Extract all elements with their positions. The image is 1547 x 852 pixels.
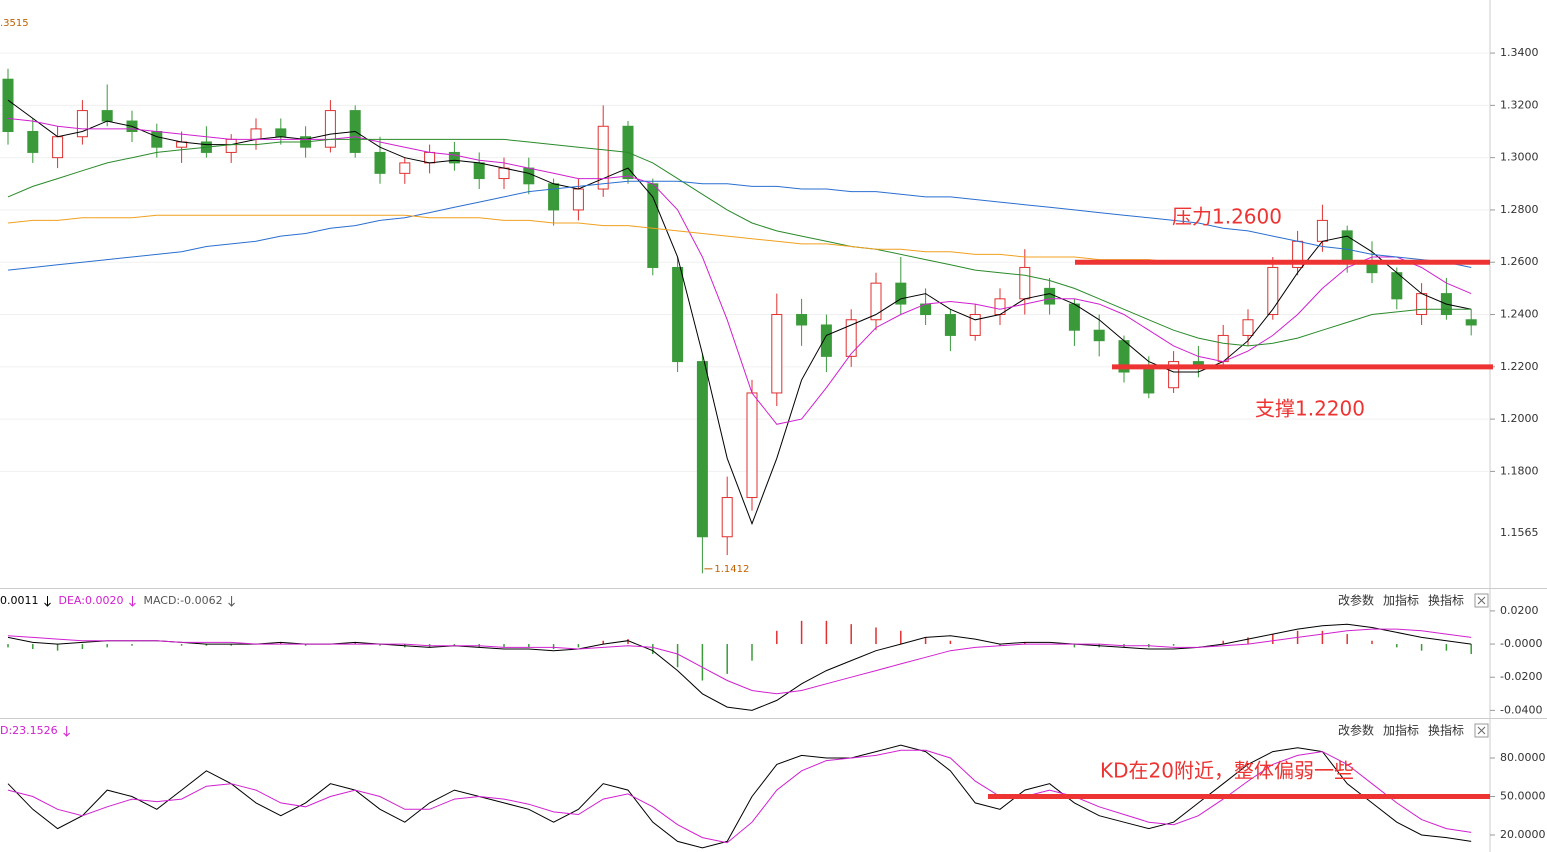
- toolbar-button[interactable]: 加指标: [1383, 593, 1419, 608]
- y-tick-label: 1.3200: [1500, 98, 1539, 111]
- candle-body: [1391, 272, 1403, 300]
- candle-body: [796, 314, 808, 326]
- candle-body: [448, 151, 460, 164]
- candle-body: [1217, 334, 1229, 363]
- y-tick-label: 0.0200: [1500, 604, 1539, 617]
- candle-body: [1242, 319, 1254, 336]
- candle-body: [1093, 329, 1105, 342]
- candle-body: [374, 151, 386, 174]
- candle-body: [895, 282, 907, 305]
- candle-body: [250, 128, 262, 140]
- y-tick-label: 1.1800: [1500, 464, 1539, 477]
- toolbar-button[interactable]: 换指标: [1428, 723, 1464, 738]
- indicator-line: [7, 628, 1472, 695]
- max-marker: .3515: [0, 18, 29, 29]
- toolbar-button[interactable]: 改参数: [1338, 593, 1374, 608]
- y-tick-label: 1.3000: [1500, 151, 1539, 164]
- y-tick-label: 1.3400: [1500, 46, 1539, 59]
- indicator-line: [7, 99, 1472, 526]
- toolbar-button[interactable]: 换指标: [1428, 593, 1464, 608]
- candle-body: [275, 128, 287, 138]
- candle-body: [151, 131, 163, 148]
- candle-body: [870, 282, 882, 321]
- trend-arrow: [228, 596, 235, 607]
- candle-body: [969, 314, 981, 336]
- candle-body: [1465, 319, 1477, 326]
- y-tick-label: 1.2000: [1500, 412, 1539, 425]
- indicator-line: [7, 138, 1472, 347]
- candle-body: [399, 162, 411, 174]
- y-tick-label: 1.2800: [1500, 203, 1539, 216]
- toolbar-button[interactable]: 加指标: [1383, 723, 1419, 738]
- candle-body: [76, 110, 88, 138]
- candle-body: [27, 131, 39, 153]
- candle-body: [1068, 303, 1080, 331]
- candle-body: [1044, 287, 1056, 305]
- candle-body: [597, 125, 609, 190]
- candle-body: [1316, 219, 1328, 242]
- candle-body: [1019, 266, 1031, 300]
- trend-arrow: [129, 596, 136, 607]
- candle-body: [1143, 366, 1155, 394]
- candle-body: [696, 361, 708, 538]
- candle-body: [424, 151, 436, 164]
- candle-body: [572, 188, 584, 211]
- close-icon: [1477, 726, 1486, 735]
- candle-body: [746, 392, 758, 499]
- candle-body: [473, 162, 485, 180]
- y-tick-label: -0.0200: [1500, 670, 1542, 683]
- candle-body: [1416, 293, 1428, 316]
- y-tick-label: 20.0000: [1500, 828, 1546, 841]
- trend-arrow: [63, 726, 71, 737]
- y-tick-label: -0.0000: [1500, 637, 1542, 650]
- candle-body: [1267, 266, 1279, 316]
- last-price-label: 1.1565: [1500, 526, 1539, 539]
- indicator-value: D:23.1526: [0, 724, 58, 737]
- min-marker: 1.1412: [714, 564, 749, 575]
- candle-body: [324, 110, 336, 148]
- candle-body: [225, 138, 237, 153]
- candle-body: [820, 324, 832, 357]
- candle-body: [1341, 230, 1353, 263]
- indicator-line: [7, 117, 1472, 425]
- candle-body: [845, 319, 857, 357]
- indicator-value: 0.0011: [0, 594, 39, 607]
- y-tick-label: 1.2400: [1500, 308, 1539, 321]
- trend-arrow: [44, 596, 51, 607]
- indicator-value: MACD:-0.0062: [143, 594, 222, 607]
- candle-body: [721, 497, 733, 538]
- indicator-value: DEA:0.0020: [59, 594, 124, 607]
- close-icon: [1477, 596, 1486, 605]
- annotation-text: 压力1.2600: [1172, 205, 1282, 229]
- annotation-text: KD在20附近，整体偏弱一些: [1100, 759, 1354, 783]
- y-tick-label: 50.0000: [1500, 789, 1546, 802]
- toolbar-button[interactable]: 改参数: [1338, 723, 1374, 738]
- candle-body: [944, 314, 956, 336]
- y-tick-label: -0.0400: [1500, 703, 1542, 716]
- candle-body: [2, 78, 14, 133]
- indicator-line: [7, 180, 1472, 271]
- candle-body: [672, 266, 684, 363]
- annotation-text: 支撑1.2200: [1255, 397, 1365, 421]
- indicator-line: [7, 744, 1472, 849]
- y-tick-label: 1.2600: [1500, 255, 1539, 268]
- candle-body: [101, 110, 113, 122]
- candle-body: [1168, 361, 1180, 389]
- candle-body: [548, 183, 560, 211]
- candle-body: [52, 136, 64, 159]
- candle-body: [498, 167, 510, 180]
- y-tick-label: 1.2200: [1500, 360, 1539, 373]
- candle-body: [771, 314, 783, 394]
- candle-body: [523, 167, 535, 185]
- y-tick-label: 80.0000: [1500, 751, 1546, 764]
